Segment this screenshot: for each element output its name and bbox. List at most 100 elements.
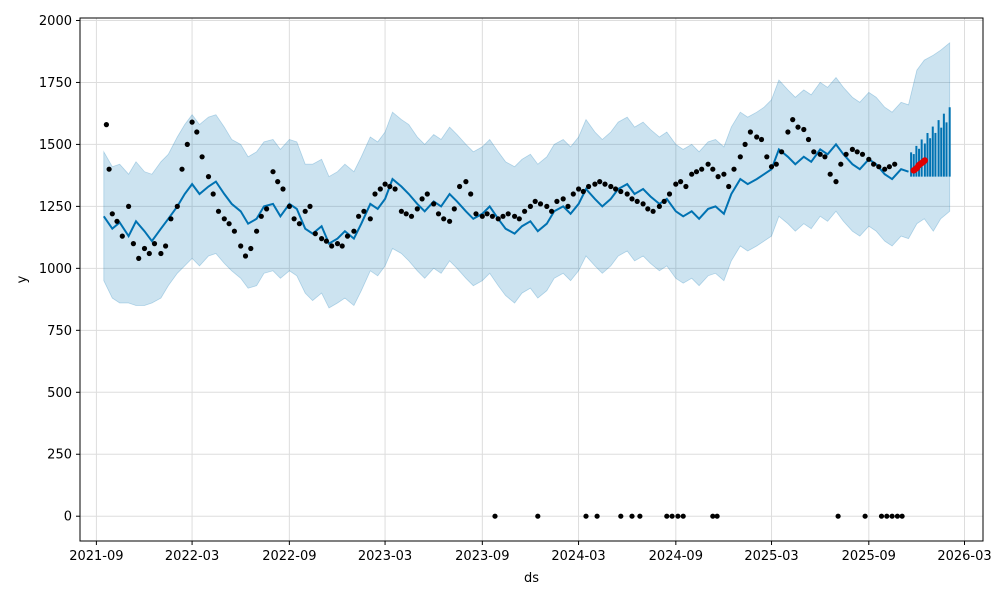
forecast-line (102, 142, 909, 246)
actual-point (372, 191, 378, 197)
actual-point (618, 513, 624, 519)
actual-point (871, 161, 877, 167)
actual-point (866, 156, 872, 162)
actual-point (334, 241, 341, 247)
actual-point (710, 166, 716, 172)
actual-point (441, 216, 447, 222)
actual-point (141, 245, 148, 252)
actual-point (280, 186, 286, 192)
y-tick-label: 1250 (39, 200, 72, 215)
y-axis-label: y (15, 275, 30, 283)
actual-point (532, 198, 538, 204)
actual-point (377, 186, 383, 192)
actual-point (737, 154, 743, 160)
actual-point (805, 136, 812, 143)
x-tick-label: 2025-03 (744, 549, 798, 564)
uncertainty-area (103, 41, 951, 309)
actual-point (291, 216, 297, 222)
actual-point (613, 186, 619, 192)
x-tick-label: 2022-09 (262, 549, 316, 564)
actual-point (103, 122, 109, 128)
actual-point (675, 513, 681, 519)
actual-point (565, 203, 571, 209)
actual-point (645, 206, 651, 212)
actual-point (210, 191, 216, 197)
actual-point (886, 164, 893, 170)
actual-point (414, 206, 420, 212)
actual-point (705, 161, 711, 167)
actual-point (463, 179, 469, 185)
actual-point (387, 183, 393, 190)
actual-point (527, 203, 534, 209)
actual-point (468, 191, 474, 197)
actual-point (586, 183, 592, 190)
actual-point (535, 513, 541, 519)
actual-point (109, 211, 115, 217)
actual-points (103, 117, 928, 519)
actual-point (554, 198, 560, 204)
actual-point (768, 164, 775, 170)
actual-point (408, 213, 415, 219)
actual-point (424, 191, 430, 197)
actual-point (822, 154, 828, 160)
axes: 2021-09 2022-03 2022-09 2023-03 2023-09 2024-… (39, 14, 992, 564)
actual-point (576, 186, 582, 192)
actual-point (570, 191, 576, 197)
actual-point (435, 211, 442, 217)
actual-point (731, 166, 737, 172)
actual-point (319, 236, 325, 242)
actual-point (419, 196, 425, 202)
actual-point (158, 250, 164, 257)
x-tick-label: 2021-09 (69, 549, 123, 564)
actual-point (179, 166, 185, 172)
actual-point (618, 188, 624, 195)
actual-point (661, 198, 667, 204)
actual-point (602, 181, 608, 187)
actual-point (827, 171, 833, 177)
actual-point (286, 203, 292, 209)
actual-point (184, 141, 190, 147)
actual-point (666, 191, 673, 197)
actual-point (544, 203, 550, 209)
actual-point (790, 117, 796, 123)
y-tick-label: 1000 (39, 262, 72, 277)
actual-point (351, 228, 357, 234)
actual-point (854, 149, 860, 155)
actual-point (764, 154, 770, 160)
x-tick-label: 2024-09 (649, 549, 703, 564)
actual-point (329, 243, 335, 249)
actual-point (382, 181, 388, 187)
actual-point (226, 221, 232, 227)
y-tick-label: 250 (47, 448, 72, 463)
actual-point (656, 203, 663, 209)
actual-point (489, 213, 495, 219)
x-tick-label: 2023-09 (455, 549, 509, 564)
actual-point (221, 216, 227, 222)
actual-point (849, 146, 856, 152)
actual-point (307, 203, 313, 209)
actual-point (344, 233, 351, 239)
actual-point (537, 201, 544, 207)
actual-point (339, 243, 345, 249)
actual-point (126, 203, 132, 209)
y-tick-label: 2000 (39, 14, 72, 29)
actual-point (693, 169, 700, 175)
grid-lines (80, 18, 983, 541)
actual-point (560, 196, 566, 202)
actual-point (392, 186, 398, 192)
actual-point (580, 188, 586, 195)
uncertainty-band (103, 41, 951, 309)
x-axis-label: ds (524, 571, 539, 586)
actual-point (242, 253, 249, 259)
actual-point (238, 243, 244, 249)
actual-point (451, 206, 457, 212)
actual-point (312, 231, 318, 237)
actual-point (664, 513, 670, 519)
actual-point (549, 208, 555, 214)
actual-point (136, 255, 142, 261)
actual-point (758, 136, 765, 143)
x-tick-label: 2024-03 (551, 549, 605, 564)
actual-point (205, 174, 212, 180)
